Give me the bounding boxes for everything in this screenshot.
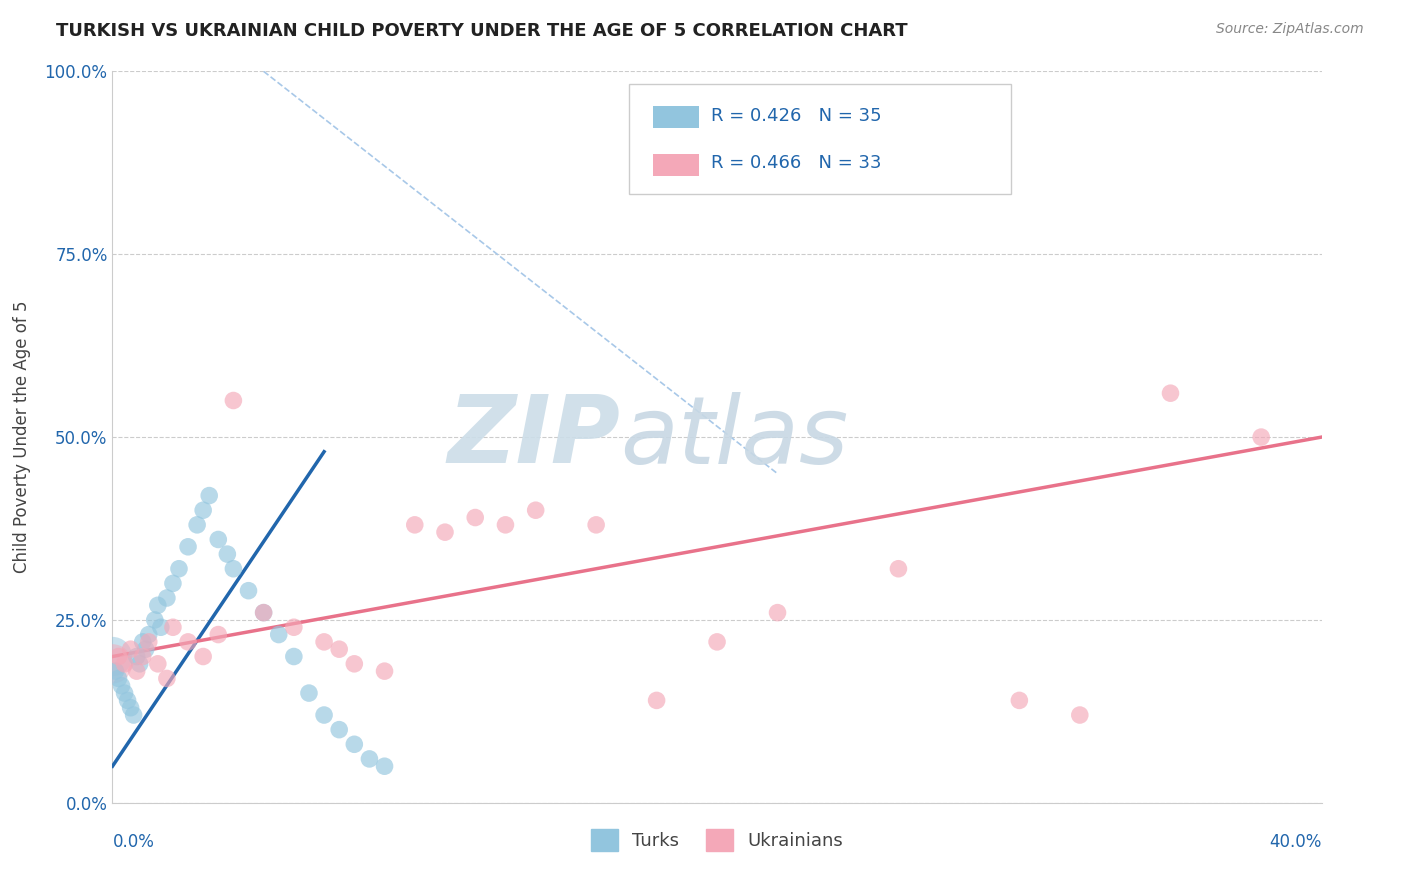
Point [125,664,148,678]
Point [495,517,517,532]
Point [101,657,124,671]
Point [328,642,350,657]
Point [343,657,366,671]
Point [359,752,381,766]
Point [117,693,139,707]
Point [766,606,789,620]
Point [138,627,160,641]
Point [1008,693,1031,707]
Point [122,708,145,723]
Point [162,576,184,591]
Point [222,393,245,408]
Point [107,672,129,686]
Point [110,679,132,693]
Point [1069,708,1091,723]
Point [186,517,208,532]
Text: 0.0%: 0.0% [112,833,155,851]
Point [1159,386,1181,401]
Text: TURKISH VS UKRAINIAN CHILD POVERTY UNDER THE AGE OF 5 CORRELATION CHART: TURKISH VS UKRAINIAN CHILD POVERTY UNDER… [56,22,908,40]
Bar [652,154,699,176]
Point [143,613,166,627]
Point [146,599,169,613]
Point [177,540,200,554]
Point [132,649,155,664]
Point [1250,430,1272,444]
Point [267,627,290,641]
Point [146,657,169,671]
Point [374,759,396,773]
FancyBboxPatch shape [628,84,1011,194]
Point [135,642,157,657]
Point [314,708,336,723]
Point [207,627,229,641]
Point [162,620,184,634]
Point [156,672,179,686]
Point [114,657,136,671]
Point [120,642,142,657]
Text: R = 0.426   N = 35: R = 0.426 N = 35 [711,107,882,125]
Text: 40.0%: 40.0% [1270,833,1322,851]
Point [298,686,321,700]
Point [191,649,215,664]
Point [104,664,127,678]
Point [107,649,129,664]
Point [125,649,148,664]
Point [253,606,276,620]
Point [167,562,190,576]
Point [404,517,426,532]
Point [191,503,215,517]
Point [374,664,396,678]
Point [328,723,350,737]
Point [464,510,486,524]
Bar [652,106,699,128]
Point [434,525,457,540]
Point [138,635,160,649]
Point [198,489,221,503]
Y-axis label: Child Poverty Under the Age of 5: Child Poverty Under the Age of 5 [13,301,31,574]
Point [887,562,910,576]
Legend: Turks, Ukrainians: Turks, Ukrainians [582,820,852,860]
Point [156,591,179,605]
Point [149,620,172,634]
Text: atlas: atlas [620,392,849,483]
Point [101,649,124,664]
Point [283,620,305,634]
Text: ZIP: ZIP [447,391,620,483]
Point [120,700,142,714]
Point [314,635,336,649]
Point [114,686,136,700]
Point [524,503,547,517]
Point [585,517,607,532]
Text: Source: ZipAtlas.com: Source: ZipAtlas.com [1216,22,1364,37]
Point [177,635,200,649]
Point [222,562,245,576]
Point [238,583,260,598]
Point [132,635,155,649]
Point [128,657,150,671]
Point [207,533,229,547]
Point [343,737,366,751]
Point [253,606,276,620]
Text: R = 0.466   N = 33: R = 0.466 N = 33 [711,153,882,172]
Point [706,635,728,649]
Point [217,547,239,561]
Point [645,693,668,707]
Point [283,649,305,664]
